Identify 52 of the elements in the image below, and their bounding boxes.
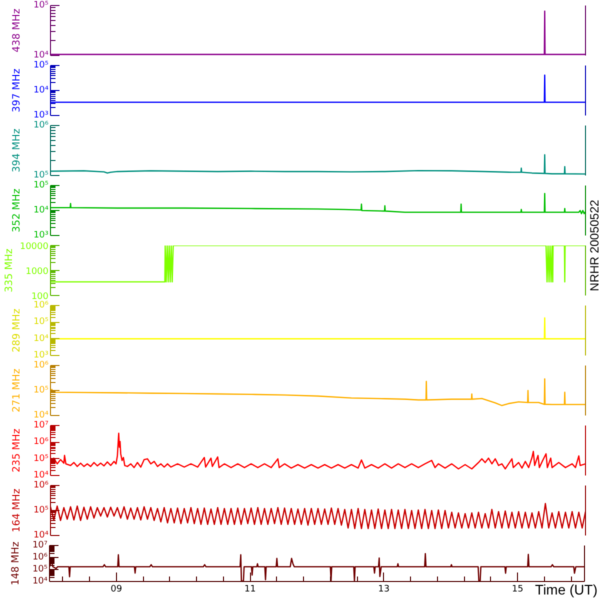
line-series [50,378,586,406]
y-tick-label: 10⁴ [33,530,49,540]
y-tick-label: 10⁶ [33,360,49,370]
y-axis-title: 289 MHz [11,308,22,352]
y-tick-label: 10⁴ [33,206,49,216]
y-tick-label: 10³ [33,110,49,120]
y-tick-label: 10⁶ [33,480,49,490]
y-tick-label: 10⁵ [33,386,49,396]
y-tick-label: 10⁵ [32,564,48,574]
y-axis-title: 164 MHz [11,488,22,532]
y-tick-label: 10⁶ [33,120,49,130]
y-tick-label: 10⁵ [33,0,49,10]
line-series [50,502,586,530]
y-tick-label: 10⁶ [32,552,48,562]
y-tick-label: 10⁵ [33,454,49,464]
y-axis-title: 271 MHz [11,368,22,412]
y-tick-label: 10000 [20,242,49,252]
line-series [50,154,586,175]
x-tick-label: 11 [244,584,256,594]
y-tick-label: 10⁵ [33,506,49,516]
x-tick-label: 09 [110,584,122,594]
y-tick-label: 10⁴ [33,86,49,96]
x-tick-label: 13 [378,584,390,594]
y-axis-title: 235 MHz [11,428,22,472]
y-tick-label: 10⁴ [33,410,49,420]
line-series [50,432,586,470]
y-tick-label: 100 [31,292,49,302]
y-axis-title: 352 MHz [11,188,22,232]
y-tick-label: 10³ [33,230,49,240]
y-tick-label: 10³ [33,350,49,360]
y-tick-label: 10⁷ [32,540,48,550]
y-axis-title: 397 MHz [11,68,22,112]
x-axis-title: Time (UT) [535,582,598,598]
y-tick-label: 10⁶ [33,437,49,448]
text: NRHR 20050522 [588,199,600,292]
y-tick-label: 10⁵ [33,317,49,328]
x-tick-label: 15 [512,584,524,594]
y-tick-label: 10⁷ [33,420,49,430]
y-tick-label: 10⁴ [33,50,49,60]
y-tick-label: 10⁴ [32,576,48,586]
y-tick-label: 10⁵ [33,60,49,70]
y-axis-title: 438 MHz [11,8,22,52]
y-tick-label: 10⁴ [33,334,49,344]
y-axis-title: 394 MHz [11,128,22,172]
y-tick-label: 10⁵ [33,180,49,190]
y-axis-title: 335 MHz [4,248,15,292]
line-series [50,192,586,214]
y-tick-label: 10⁵ [33,170,49,180]
y-tick-label: 10⁶ [33,300,49,310]
y-axis-title: 148 MHz [10,542,22,586]
y-tick-label: 10⁴ [33,470,49,480]
y-tick-label: 1000 [26,267,49,277]
